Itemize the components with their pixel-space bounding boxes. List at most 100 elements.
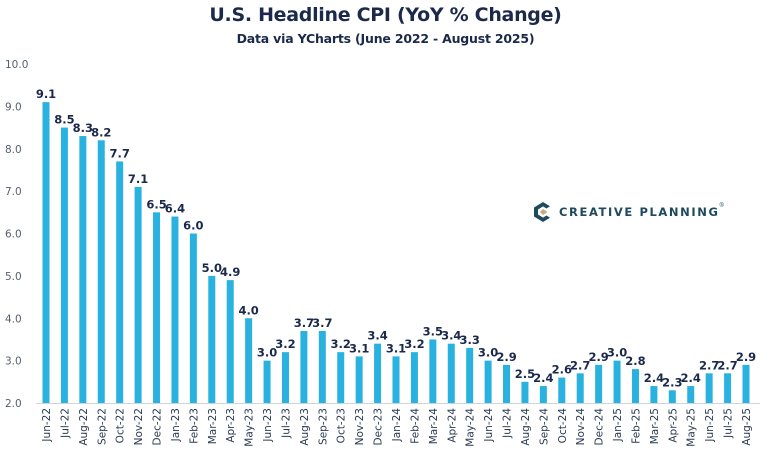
x-tick-label: Nov-24: [575, 408, 587, 446]
data-label: 2.9: [496, 350, 516, 364]
data-label: 3.2: [331, 337, 351, 351]
x-tick-label: Apr-23: [225, 408, 237, 443]
bar: [539, 386, 547, 403]
x-tick-label: Feb-24: [409, 408, 421, 444]
bar: [392, 356, 400, 403]
x-tick-label: Dec-24: [594, 408, 606, 446]
x-tick-label: Sep-22: [96, 408, 108, 445]
data-label: 6.4: [165, 202, 185, 216]
data-label: 4.9: [220, 265, 240, 279]
creative-planning-logo: CREATIVE PLANNING ®: [533, 201, 724, 223]
x-tick-label: Sep-24: [538, 408, 550, 445]
bar: [42, 102, 50, 403]
bar: [300, 330, 308, 403]
x-tick-label: Feb-23: [188, 408, 200, 444]
bar: [631, 369, 639, 403]
x-tick-label: Mar-24: [428, 408, 440, 445]
data-label: 2.4: [533, 371, 553, 385]
bars-group: [42, 102, 750, 403]
bar: [668, 390, 676, 403]
bar: [281, 352, 289, 403]
bar: [153, 212, 161, 403]
bar: [576, 373, 584, 403]
x-tick-label: May-23: [244, 408, 256, 447]
bar: [484, 360, 492, 403]
data-label: 2.4: [644, 371, 664, 385]
data-label: 3.1: [349, 341, 369, 355]
x-tick-label: Nov-23: [354, 408, 366, 445]
x-tick-label: Dec-23: [373, 408, 385, 445]
data-label: 9.1: [36, 87, 56, 101]
x-tick-label: Aug-22: [78, 408, 90, 446]
data-label: 3.0: [257, 346, 277, 360]
bar: [595, 364, 603, 403]
data-label: 8.3: [73, 121, 93, 135]
bar: [521, 381, 529, 403]
x-tick-label: Apr-25: [667, 408, 679, 443]
x-tick-label: Mar-23: [207, 408, 219, 444]
x-tick-label: Aug-25: [741, 408, 753, 446]
bar: [116, 161, 124, 403]
data-label: 3.0: [607, 346, 627, 360]
data-label: 2.7: [570, 358, 590, 372]
x-tick-label: Jul-23: [280, 408, 292, 439]
x-tick-label: Jun-23: [262, 408, 274, 443]
data-label: 2.9: [588, 350, 608, 364]
data-label: 3.0: [478, 346, 498, 360]
data-label: 2.7: [717, 358, 737, 372]
bar: [263, 360, 271, 403]
x-tick-label: Mar-25: [649, 408, 661, 444]
data-label: 7.1: [128, 172, 148, 186]
bar: [208, 275, 216, 403]
x-tick-label: Aug-23: [299, 408, 311, 446]
x-tick-label: Jul-24: [502, 408, 514, 439]
x-tick-label: Jun-24: [483, 408, 495, 443]
data-label: 7.7: [109, 146, 129, 160]
x-axis: Jun-22 Jul-22 Aug-22 Sep-22 Oct-22 Nov-22 Dec-…: [41, 408, 753, 447]
y-tick-label: 8.0: [5, 144, 22, 156]
data-label: 3.3: [459, 333, 479, 347]
bar: [226, 280, 234, 403]
x-tick-label: Oct-23: [336, 408, 348, 443]
data-label: 8.5: [54, 113, 74, 127]
y-tick-label: 9.0: [5, 101, 22, 113]
y-tick-label: 7.0: [5, 186, 22, 198]
bar: [724, 373, 732, 403]
data-label: 3.2: [275, 337, 295, 351]
data-label: 3.7: [312, 316, 332, 330]
bar: [337, 352, 345, 403]
data-label: 5.0: [202, 261, 222, 275]
x-tick-label: Dec-22: [152, 408, 164, 445]
bar: [613, 360, 621, 403]
creative-planning-c-icon: [534, 202, 550, 222]
bar: [318, 330, 326, 403]
bar: [742, 364, 750, 403]
y-tick-label: 2.0: [5, 398, 22, 410]
bar: [355, 356, 363, 403]
bar: [687, 386, 695, 403]
data-label: 6.0: [183, 219, 203, 233]
bar: [410, 352, 418, 403]
bar: [429, 339, 437, 403]
data-label: 2.9: [736, 350, 756, 364]
data-label: 2.5: [515, 367, 535, 381]
y-tick-label: 5.0: [5, 271, 22, 283]
data-label: 6.5: [146, 197, 166, 211]
x-tick-label: Jun-22: [41, 408, 53, 443]
y-axis: 2.0 3.0 4.0 5.0 6.0 7.0 8.0 9.0 10.0: [5, 59, 28, 410]
watermark-text: [563, 145, 567, 155]
data-labels-group: 9.18.58.38.27.77.16.56.46.05.04.94.03.03…: [36, 87, 756, 389]
bar: [374, 343, 382, 403]
data-label: 3.2: [404, 337, 424, 351]
x-tick-label: Nov-22: [133, 408, 145, 445]
x-tick-label: Sep-23: [317, 408, 329, 445]
y-tick-label: 6.0: [5, 229, 22, 241]
x-tick-label: Apr-24: [446, 408, 458, 443]
y-tick-label: 3.0: [5, 356, 22, 368]
chart-title: U.S. Headline CPI (YoY % Change): [209, 4, 562, 26]
bar: [134, 186, 142, 403]
x-tick-label: Aug-24: [520, 408, 532, 446]
data-label: 8.2: [91, 125, 111, 139]
x-tick-label: Feb-25: [630, 408, 642, 444]
